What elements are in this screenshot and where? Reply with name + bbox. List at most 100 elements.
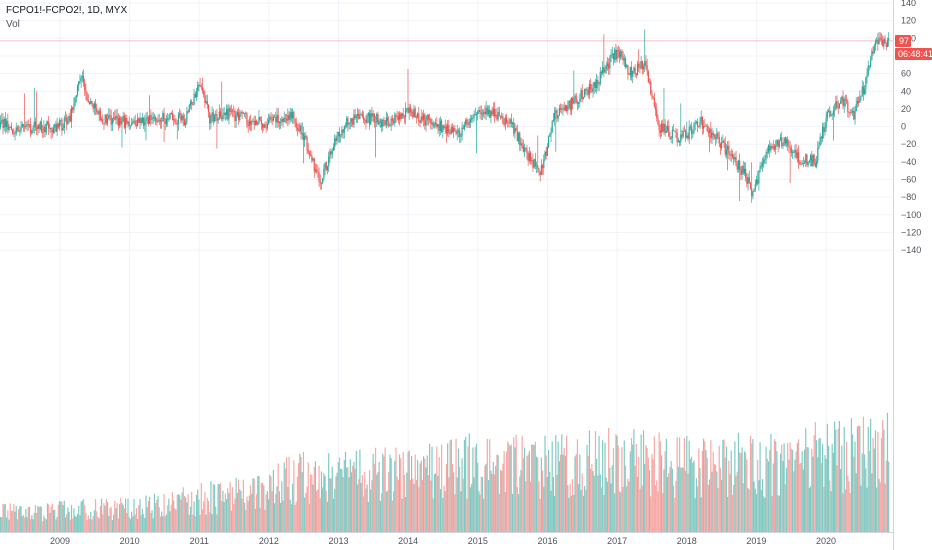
candle-body: [305, 135, 307, 137]
volume-bar: [445, 463, 448, 532]
candle-body: [298, 129, 300, 132]
volume-bar: [210, 481, 212, 532]
volume-bar: [156, 499, 158, 532]
x-tick-label: 2017: [607, 536, 627, 546]
volume-bar: [6, 517, 8, 532]
candle-body: [152, 117, 154, 120]
candle-body: [793, 151, 795, 153]
candle-body: [704, 126, 706, 127]
x-tick-label: 2015: [468, 536, 488, 546]
candle-body: [182, 115, 184, 120]
candle-body: [707, 131, 710, 133]
volume-bar: [413, 483, 415, 532]
candle-body: [835, 101, 837, 110]
candle-body: [379, 120, 381, 122]
volume-bar: [550, 490, 552, 532]
volume-bar: [8, 519, 10, 532]
volume-bar: [840, 468, 842, 532]
candle-body: [787, 139, 789, 146]
symbol-title[interactable]: FCPO1!-FCPO2!, 1D, MYX: [6, 5, 128, 16]
candle-body: [522, 145, 524, 152]
candle-body: [243, 112, 246, 114]
volume-bar: [141, 508, 144, 532]
candle-body: [10, 126, 13, 130]
candle-body: [582, 97, 585, 99]
volume-label[interactable]: Vol: [6, 19, 20, 30]
volume-bar: [26, 517, 28, 532]
volume-bar: [192, 514, 194, 532]
volume-bar: [143, 513, 145, 532]
candle-body: [229, 107, 231, 112]
candle-body: [705, 125, 707, 127]
candle-body: [134, 120, 136, 126]
volume-bar: [874, 430, 877, 532]
candle-body: [633, 67, 635, 71]
volume-bar: [254, 508, 256, 532]
volume-bar: [209, 512, 211, 532]
volume-bar: [734, 441, 736, 532]
volume-bar: [629, 451, 631, 532]
candle-body: [534, 159, 536, 167]
volume-bar: [694, 498, 696, 532]
candle-body: [511, 122, 514, 124]
candle-body: [265, 127, 267, 129]
candle-body: [43, 126, 45, 133]
volume-bar: [852, 434, 854, 532]
candle-body: [833, 109, 836, 111]
candle-body: [462, 127, 464, 130]
volume-bar: [410, 456, 413, 532]
volume-bar: [33, 512, 35, 532]
volume-bar: [829, 480, 831, 532]
candle-body: [456, 131, 458, 134]
volume-bar: [374, 447, 377, 532]
candle-body: [374, 121, 377, 123]
volume-bar: [346, 467, 348, 532]
candle-body: [239, 113, 241, 120]
candle-body: [843, 99, 845, 107]
volume-bar: [812, 456, 814, 532]
candle-body: [39, 121, 41, 129]
volume-bar: [1, 517, 3, 532]
volume-bar: [574, 456, 576, 532]
volume-bar: [781, 444, 783, 532]
volume-bar: [640, 434, 642, 532]
volume-bar: [207, 500, 210, 532]
candle-body: [593, 82, 595, 88]
candle-body: [299, 125, 301, 132]
candle-body: [481, 114, 484, 115]
volume-bar: [441, 444, 443, 532]
candle-body: [168, 118, 170, 120]
candle-body: [350, 118, 353, 122]
volume-bar: [212, 484, 214, 532]
candle-body: [870, 59, 872, 67]
volume-bar: [689, 458, 691, 532]
candle-body: [746, 177, 748, 184]
volume-bar: [657, 491, 659, 532]
candle-body: [602, 67, 604, 74]
volume-bar: [380, 493, 383, 532]
volume-bar: [242, 479, 244, 532]
candle-body: [431, 122, 433, 125]
volume-bar: [854, 441, 856, 532]
candle-body: [680, 134, 682, 143]
candle-body: [383, 119, 385, 121]
volume-bar: [451, 464, 454, 532]
volume-bar: [663, 469, 665, 532]
volume-bar: [779, 453, 782, 532]
volume-bar: [332, 498, 335, 532]
candle-body: [670, 138, 672, 140]
candle-body: [605, 66, 607, 70]
volume-bar: [439, 489, 442, 532]
candle-body: [709, 128, 711, 133]
candle-body: [251, 121, 253, 125]
candle-body: [433, 124, 436, 126]
time-axis[interactable]: 2009 2010 2011 2012 2013 2014 2015 2016 2017 2018…: [50, 536, 836, 546]
volume-bar: [436, 446, 438, 532]
candle-body: [850, 112, 853, 114]
candle-body: [84, 82, 86, 91]
volume-bar: [782, 460, 784, 532]
candle-body: [475, 114, 478, 115]
candle-body: [44, 126, 46, 133]
